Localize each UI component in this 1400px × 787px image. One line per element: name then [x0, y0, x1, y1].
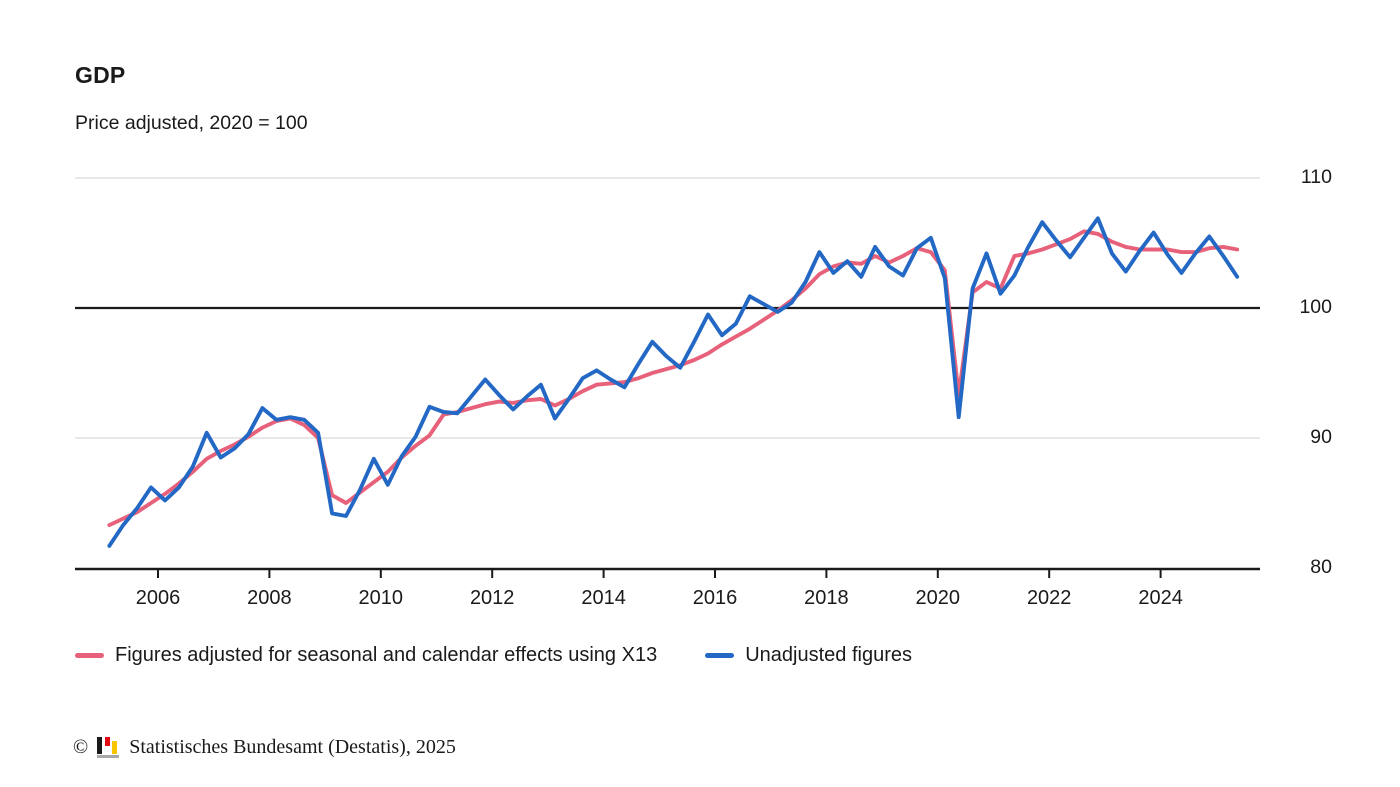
x-tick-label-2018: 2018: [804, 587, 849, 609]
x-tick-label-2020: 2020: [915, 587, 961, 609]
x-tick-label-2006: 2006: [135, 587, 181, 609]
legend-label-adjusted: Figures adjusted for seasonal and calend…: [115, 644, 658, 666]
x-tick-label-2016: 2016: [692, 587, 738, 609]
source-attribution: © Statistisches Bundesamt (Destatis), 20…: [73, 736, 456, 759]
logo-bar-gold: [112, 741, 118, 754]
logo-bar-red: [104, 737, 110, 746]
x-tick-label-2014: 2014: [581, 587, 626, 609]
logo-bar-black: [97, 737, 103, 754]
y-tick-label-100: 100: [1299, 296, 1332, 318]
x-tick-label-2012: 2012: [469, 587, 515, 609]
source-text: Statistisches Bundesamt (Destatis), 2025: [129, 736, 456, 758]
chart-legend: Figures adjusted for seasonal and calend…: [75, 644, 912, 667]
gdp-line-chart: [75, 177, 1260, 578]
adjusted-series-line[interactable]: [107, 229, 1240, 528]
adjusted-series-swatch: [75, 653, 104, 658]
x-tick-label-2024: 2024: [1138, 587, 1183, 609]
chart-title: GDP: [75, 62, 126, 88]
unadjusted-series-line[interactable]: [107, 216, 1240, 548]
x-tick-label-2010: 2010: [358, 587, 404, 609]
y-tick-label-110: 110: [1300, 166, 1332, 188]
unadjusted-series-swatch: [705, 653, 735, 658]
legend-item-unadjusted[interactable]: Unadjusted figures: [705, 644, 912, 667]
legend-item-adjusted[interactable]: Figures adjusted for seasonal and calend…: [75, 644, 657, 667]
destatis-logo-icon: [97, 737, 120, 758]
y-tick-label-80: 80: [1310, 556, 1332, 578]
legend-label-unadjusted: Unadjusted figures: [745, 644, 912, 666]
copyright-symbol: ©: [73, 736, 89, 758]
chart-subtitle: Price adjusted, 2020 = 100: [75, 112, 308, 134]
x-tick-label-2008: 2008: [247, 587, 292, 609]
y-tick-label-90: 90: [1310, 426, 1332, 448]
x-tick-label-2022: 2022: [1026, 587, 1072, 609]
logo-base: [97, 754, 120, 758]
